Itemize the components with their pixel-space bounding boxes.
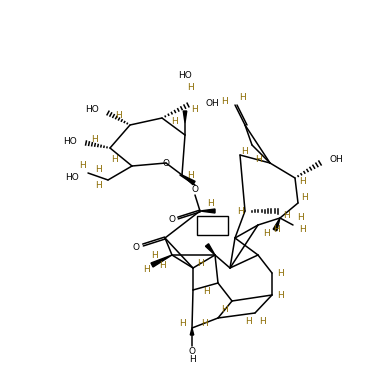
Text: H: H	[189, 355, 195, 364]
Text: H: H	[277, 291, 283, 300]
Text: H: H	[187, 170, 194, 179]
Text: H: H	[192, 104, 198, 113]
Text: H: H	[278, 269, 285, 278]
Text: HO: HO	[65, 172, 79, 182]
Polygon shape	[206, 244, 215, 255]
Text: H: H	[239, 94, 246, 103]
Polygon shape	[182, 175, 195, 185]
Text: H: H	[244, 317, 251, 326]
Text: OH: OH	[205, 98, 219, 107]
Text: H: H	[301, 194, 308, 203]
Text: H: H	[300, 176, 306, 185]
Text: H: H	[152, 251, 158, 260]
Text: H: H	[299, 226, 305, 235]
Text: O: O	[189, 347, 196, 355]
Text: H: H	[197, 258, 203, 267]
Text: H: H	[207, 198, 213, 207]
Text: H: H	[237, 207, 243, 216]
Text: H: H	[187, 84, 193, 93]
Text: HO: HO	[85, 106, 99, 115]
Polygon shape	[200, 209, 215, 213]
Polygon shape	[151, 255, 172, 267]
Text: H: H	[79, 162, 85, 170]
Text: H: H	[254, 156, 261, 164]
Text: H: H	[221, 305, 228, 314]
Text: H: H	[110, 156, 117, 164]
Text: Abs: Abs	[204, 220, 220, 229]
Text: H: H	[259, 317, 266, 326]
Text: HO: HO	[178, 70, 192, 79]
Text: O: O	[162, 159, 169, 167]
Text: H: H	[115, 112, 121, 120]
Polygon shape	[183, 111, 187, 123]
Text: H: H	[274, 226, 280, 235]
Text: O: O	[169, 216, 176, 225]
Polygon shape	[273, 218, 280, 231]
Text: H: H	[180, 319, 186, 327]
Text: H: H	[222, 97, 228, 106]
FancyBboxPatch shape	[196, 216, 228, 235]
Text: H: H	[95, 181, 101, 189]
Text: OH: OH	[330, 156, 344, 164]
Text: HO: HO	[63, 137, 77, 145]
Polygon shape	[190, 328, 194, 335]
Text: H: H	[172, 116, 178, 125]
Text: H: H	[296, 213, 303, 223]
Text: O: O	[132, 242, 139, 251]
Text: H: H	[204, 286, 210, 295]
Text: H: H	[202, 319, 208, 327]
Text: H: H	[264, 229, 270, 238]
Text: H: H	[95, 164, 102, 173]
Text: H: H	[241, 147, 248, 156]
Text: H: H	[160, 260, 166, 270]
Text: H: H	[283, 210, 290, 219]
Text: H: H	[144, 266, 151, 275]
Text: H: H	[92, 135, 99, 144]
Text: O: O	[191, 185, 199, 194]
